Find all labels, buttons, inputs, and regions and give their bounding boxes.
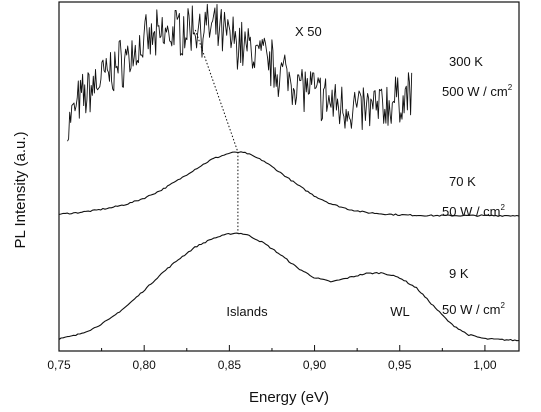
multiplier-label: X 50: [295, 24, 322, 39]
plot-frame: [58, 1, 520, 352]
label-9k-power: 50 W / cm2: [442, 301, 506, 317]
x-tick-label: 0,80: [133, 358, 157, 372]
x-tick-label: 0,85: [218, 358, 242, 372]
x-tick-label: 0,95: [388, 358, 412, 372]
peak-guide: [194, 29, 239, 233]
x-tick-label: 0,90: [303, 358, 327, 372]
peak-guide-line: [194, 29, 239, 233]
series-line-9K: [58, 232, 520, 342]
series-line-70K: [58, 151, 520, 217]
series-line-300K: [67, 3, 413, 142]
annotation-wl: WL: [390, 304, 410, 319]
curves: [58, 3, 520, 342]
x-tick-label: 0,75: [47, 358, 71, 372]
label-70k-power: 50 W / cm2: [442, 203, 506, 219]
label-9k-temp: 9 K: [449, 266, 469, 281]
y-axis-label: PL Intensity (a.u.): [12, 131, 29, 248]
x-tick-label: 1,00: [473, 358, 497, 372]
x-axis-label: Energy (eV): [249, 389, 329, 406]
label-70k-temp: 70 K: [449, 174, 476, 189]
label-300k-temp: 300 K: [449, 54, 483, 69]
annotation-islands: Islands: [226, 304, 268, 319]
label-300k-power: 500 W / cm2: [442, 83, 513, 99]
x-ticks: 0,75 0,80 0,85 0,90 0,95 1,00: [47, 345, 497, 372]
